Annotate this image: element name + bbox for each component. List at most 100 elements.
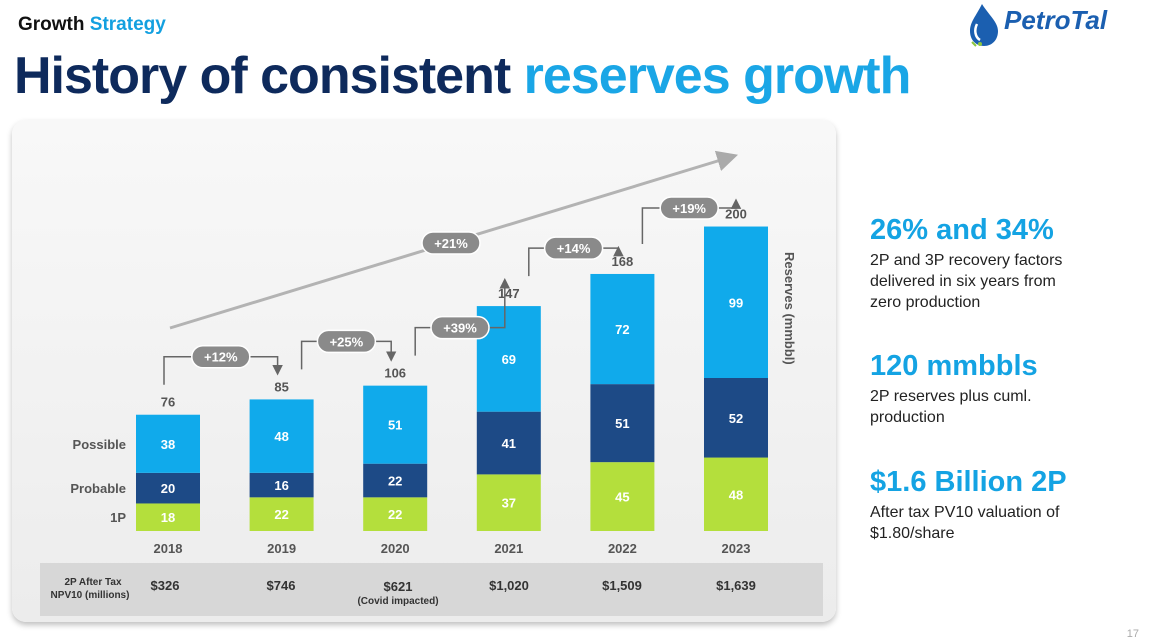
legend-label: 1P xyxy=(110,510,126,525)
bar-segment-probable xyxy=(704,378,768,458)
growth-bubble xyxy=(543,236,604,260)
stat-line: production xyxy=(870,409,945,426)
npv-value: $1,509 xyxy=(602,578,642,593)
legend-label: Possible xyxy=(73,437,126,452)
page-number: 17 xyxy=(1126,628,1139,640)
bar-value-label: 41 xyxy=(502,436,516,451)
x-tick-label: 2022 xyxy=(608,541,637,556)
bar-segment-1p xyxy=(476,474,541,531)
bar-value-label: 51 xyxy=(388,418,402,433)
bar-segment-probable xyxy=(363,463,428,498)
npv-band xyxy=(40,563,823,616)
stat-description: After tax PV10 valuation of $1.80/share xyxy=(870,502,1067,544)
bar-value-label: 38 xyxy=(161,437,175,452)
droplet-icon xyxy=(970,4,998,47)
bar-value-label: 45 xyxy=(615,490,629,505)
stat-valuation: $1.6 Billion 2P After tax PV10 valuation… xyxy=(870,466,1067,544)
page-title: History of consistent reserves growth xyxy=(14,46,912,106)
bar-segment-probable xyxy=(136,472,200,504)
bar-value-label: 22 xyxy=(388,507,402,522)
bar-value-label: 22 xyxy=(388,474,402,489)
bar-segment-possible xyxy=(363,385,428,464)
npv-row-label: 2P After Tax xyxy=(64,577,121,588)
kicker-word: Growth xyxy=(18,14,85,35)
bar-value-label: 51 xyxy=(615,416,629,431)
bar-value-label: 37 xyxy=(502,496,516,511)
stat-description: 2P reserves plus cuml. production xyxy=(870,386,1038,428)
bar-segment-possible xyxy=(590,273,655,385)
growth-bubble-text: +25% xyxy=(330,334,364,349)
bar-value-label: 20 xyxy=(161,481,175,496)
growth-bubble xyxy=(430,315,490,340)
bar-value-label: 18 xyxy=(161,510,175,525)
petrotal-logo: PetroTal xyxy=(968,2,1138,48)
bar-segment-1p xyxy=(136,503,200,531)
stat-recovery: 26% and 34% 2P and 3P recovery factors d… xyxy=(870,214,1062,313)
bar-segment-1p xyxy=(704,457,768,531)
bar-value-label: 48 xyxy=(274,429,288,444)
growth-bubble-text: +12% xyxy=(204,350,238,365)
growth-bubble xyxy=(191,344,251,369)
npv-value: $621 xyxy=(384,579,413,594)
title-main: History of consistent xyxy=(14,47,511,105)
growth-bubble xyxy=(659,196,719,220)
x-tick-label: 2021 xyxy=(494,541,523,556)
bar-value-label: 22 xyxy=(274,507,288,522)
x-tick-label: 2023 xyxy=(722,541,751,556)
stat-description: 2P and 3P recovery factors delivered in … xyxy=(870,250,1062,313)
bar-total-label: 200 xyxy=(725,207,747,222)
stat-line: zero production xyxy=(870,294,981,311)
stat-reserves: 120 mmbbls 2P reserves plus cuml. produc… xyxy=(870,350,1038,428)
stat-line: 2P and 3P recovery factors xyxy=(870,252,1063,269)
npv-value: $326 xyxy=(151,578,180,593)
bar-value-label: 48 xyxy=(729,487,743,502)
stat-headline: 120 mmbbls xyxy=(870,350,1038,382)
growth-bubble xyxy=(316,329,377,354)
npv-value: $746 xyxy=(267,578,296,593)
bar-total-label: 85 xyxy=(274,379,288,394)
bar-segment-1p xyxy=(249,497,314,531)
title-accent: reserves growth xyxy=(523,47,912,105)
stat-headline: $1.6 Billion 2P xyxy=(870,466,1067,498)
x-tick-label: 2018 xyxy=(154,541,183,556)
stat-line: $1.80/share xyxy=(870,525,955,542)
x-tick-label: 2020 xyxy=(381,541,410,556)
overall-growth-bubble-text: +21% xyxy=(434,236,468,251)
bar-segment-1p xyxy=(590,462,655,531)
npv-value: $1,639 xyxy=(716,578,756,593)
bar-total-label: 106 xyxy=(384,366,406,381)
bar-value-label: 72 xyxy=(615,322,629,337)
bar-value-label: 16 xyxy=(274,478,288,493)
section-kicker: Growth Strategy xyxy=(18,14,166,36)
stat-line: delivered in six years from xyxy=(870,273,1056,290)
bar-segment-possible xyxy=(136,414,200,473)
npv-row-label: NPV10 (millions) xyxy=(51,590,130,601)
logo-text: PetroTal xyxy=(1004,5,1108,35)
growth-bubble-text: +14% xyxy=(557,241,591,256)
bar-segment-1p xyxy=(363,497,428,531)
x-tick-label: 2019 xyxy=(267,541,296,556)
bar-total-label: 168 xyxy=(612,254,634,269)
bar-value-label: 99 xyxy=(729,295,743,310)
growth-bubble-text: +39% xyxy=(443,321,477,336)
bar-segment-probable xyxy=(249,472,314,498)
bar-total-label: 147 xyxy=(498,286,520,301)
stat-headline: 26% and 34% xyxy=(870,214,1054,246)
npv-value: $1,020 xyxy=(489,578,529,593)
bar-total-label: 76 xyxy=(161,395,175,410)
bar-segment-possible xyxy=(704,226,768,378)
y-axis-label: Reserves (mmbbl) xyxy=(782,252,797,365)
bar-value-label: 52 xyxy=(729,411,743,426)
growth-bubble-text: +19% xyxy=(672,201,706,216)
stat-line: After tax PV10 valuation of xyxy=(870,504,1060,521)
kicker-accent-word: Strategy xyxy=(89,14,166,35)
bar-segment-probable xyxy=(476,411,541,475)
bar-segment-probable xyxy=(590,384,655,463)
overall-growth-bubble xyxy=(421,231,481,255)
bar-segment-possible xyxy=(249,399,314,473)
npv-note: (Covid impacted) xyxy=(357,596,438,607)
legend-label: Probable xyxy=(70,481,126,496)
bar-value-label: 69 xyxy=(502,352,516,367)
stat-line: 2P reserves plus cuml. xyxy=(870,388,1032,405)
